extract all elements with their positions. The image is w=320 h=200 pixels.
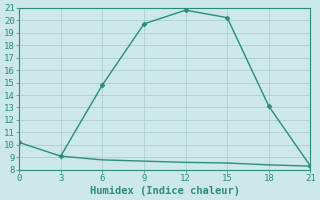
X-axis label: Humidex (Indice chaleur): Humidex (Indice chaleur) — [90, 186, 240, 196]
